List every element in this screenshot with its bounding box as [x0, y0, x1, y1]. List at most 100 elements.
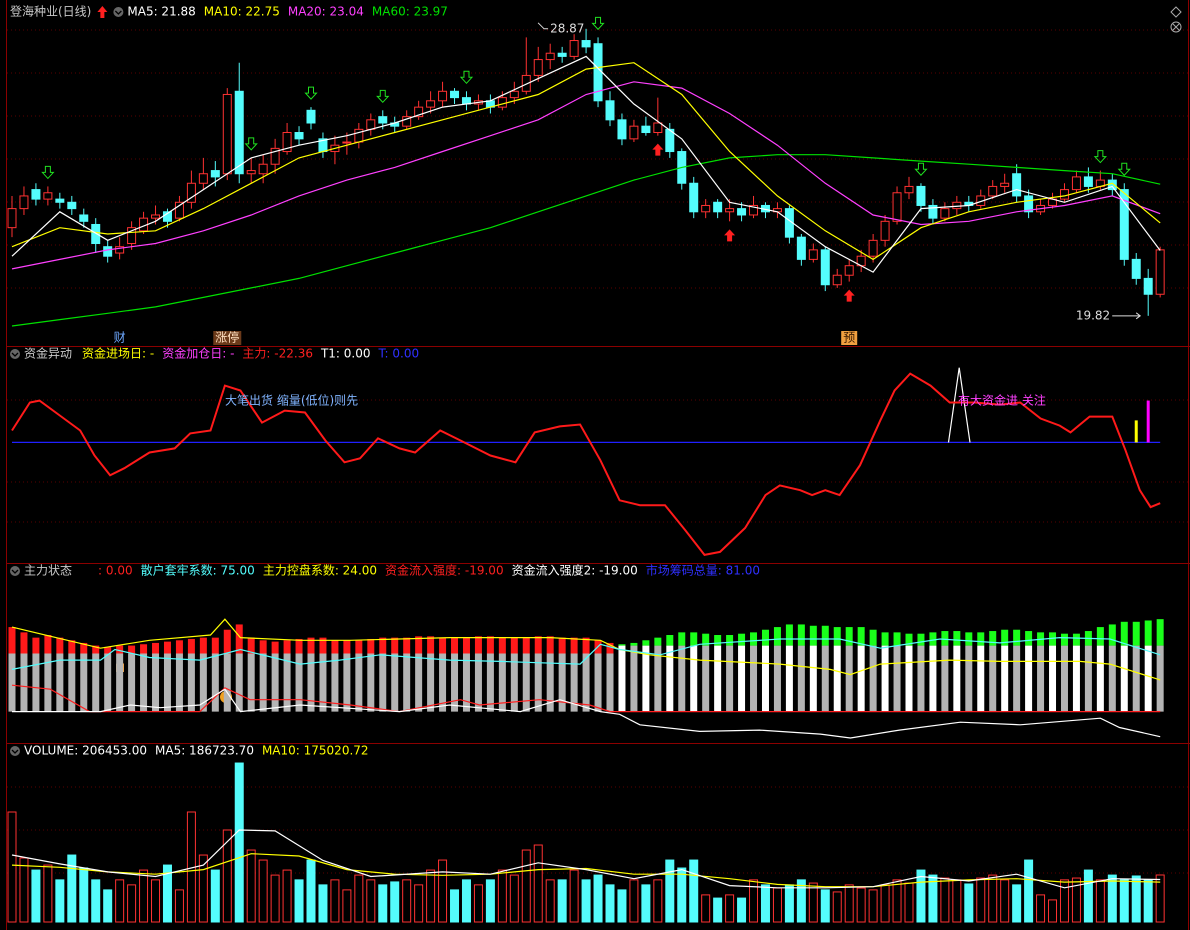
candle-body [904, 185, 914, 194]
volume-bar [665, 859, 675, 923]
stack-bar [797, 624, 805, 646]
stack-bar [1144, 645, 1152, 712]
stack-bar [68, 640, 76, 654]
stack-bar [451, 637, 459, 654]
stack-bar [570, 637, 578, 654]
stack-bar [8, 653, 16, 712]
candle-body [67, 201, 77, 210]
stack-bar [403, 637, 411, 654]
stack-bar [654, 645, 662, 712]
stack-bar [283, 653, 291, 712]
candle-body [438, 90, 448, 102]
stack-bar [618, 644, 626, 646]
stack-bar [271, 641, 279, 654]
volume-bar [174, 889, 184, 923]
stack-bar [20, 632, 28, 654]
panel-menu-icon [10, 566, 20, 576]
volume-bar [1036, 894, 1046, 923]
icon[interactable] [1170, 21, 1182, 33]
legend-item: 散户套牢系数: 75.00 [141, 563, 255, 578]
stack-bar [247, 637, 255, 654]
stack-bar [546, 636, 554, 654]
candle-body [844, 265, 854, 276]
legend-item: MA5: 21.88 [127, 5, 195, 19]
candle-body [533, 59, 543, 76]
candle-body [79, 214, 89, 222]
stack-bar [56, 653, 64, 712]
candle-body [988, 185, 998, 197]
stack-bar [1144, 620, 1152, 646]
volume-bar [139, 869, 149, 923]
stack-bar [319, 653, 327, 712]
volume-bar [258, 859, 268, 923]
event-tag: 涨停 [215, 330, 239, 345]
candle-body [55, 198, 65, 203]
stack-bar [295, 653, 303, 712]
stack-bar [462, 653, 470, 712]
candle-body [198, 173, 208, 184]
stack-bar [678, 632, 686, 646]
candle-body [916, 185, 926, 206]
volume-bar [485, 879, 495, 923]
high-leader [537, 22, 549, 30]
stack-bar [1025, 631, 1033, 646]
signal-bar [1134, 420, 1138, 443]
candle-body [1143, 277, 1153, 295]
stack-bar [32, 637, 40, 654]
stack-bar [152, 653, 160, 712]
volume-bar [342, 889, 352, 923]
stack-bar [56, 637, 64, 654]
icon[interactable] [1172, 23, 1180, 31]
volume-bar [450, 889, 460, 923]
window-icons[interactable] [1170, 6, 1182, 33]
stack-bar [427, 653, 435, 712]
indicator-line [11, 55, 1161, 273]
panel-menu-icon [11, 569, 19, 574]
sell-signal [1117, 162, 1131, 176]
volume-bar [1119, 879, 1129, 923]
volume-bar [246, 849, 256, 923]
stack-bar [582, 637, 590, 654]
stack-bar [391, 637, 399, 654]
volume-bar [569, 869, 579, 923]
volume-bar [581, 879, 591, 923]
event-tag: 预 [843, 331, 855, 345]
candle-body [378, 116, 388, 124]
stack-bar [68, 653, 76, 712]
volume-bar [366, 879, 376, 923]
volume-bar [713, 897, 723, 923]
candle-body [91, 223, 101, 245]
stack-bar [271, 653, 279, 712]
candle-body [545, 52, 555, 61]
stack-bar [307, 653, 315, 712]
panel-borders [6, 0, 1190, 930]
stack-bar [367, 653, 375, 712]
candle-body [1012, 173, 1022, 197]
stack-bar [905, 633, 913, 646]
stack-bar [965, 632, 973, 646]
stack-bar [80, 653, 88, 712]
volume-bar [31, 869, 41, 923]
icon[interactable] [1170, 6, 1182, 18]
stack-bar [977, 632, 985, 646]
sell-signal [591, 16, 605, 31]
candle-body [521, 74, 531, 92]
volume-bar [473, 884, 483, 923]
stack-bar [1120, 645, 1128, 712]
stack-bar [1156, 645, 1164, 712]
stack-bar [893, 645, 901, 712]
stack-bar [833, 627, 841, 646]
volume-bar [737, 897, 747, 923]
stack-bar [1049, 632, 1057, 646]
stack-bar [857, 627, 865, 646]
stack-bar [534, 653, 542, 712]
volume-bar [103, 889, 113, 923]
stack-bar [211, 637, 219, 654]
volume-bar [1000, 879, 1010, 923]
candle-body [749, 204, 759, 216]
stack-bar [451, 653, 459, 712]
legend-item: VOLUME: 206453.00 [24, 744, 147, 758]
stack-bar [857, 645, 865, 712]
volume-bar [1071, 877, 1081, 923]
